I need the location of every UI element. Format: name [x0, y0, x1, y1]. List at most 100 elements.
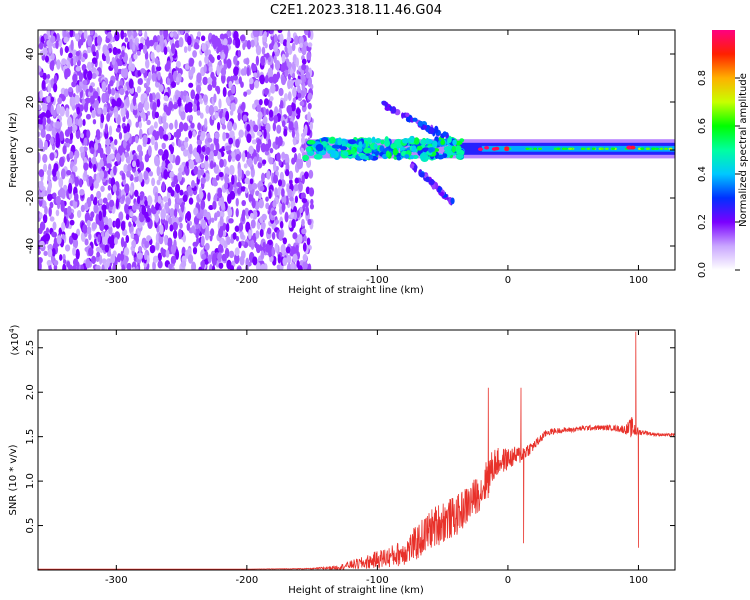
heatmap-cell: [274, 187, 278, 197]
heatmap-cell: [55, 40, 59, 49]
heatmap-cell: [162, 115, 166, 124]
heatmap-cell: [244, 177, 250, 185]
heatmap-cell: [56, 235, 62, 245]
heatmap-cell: [267, 56, 272, 63]
heatmap-cell: [179, 189, 184, 196]
heatmap-cell: [158, 84, 164, 93]
heatmap-cell: [208, 54, 214, 61]
heatmap-cell: [204, 172, 210, 182]
heatmap-cell: [49, 152, 55, 161]
heatmap-cell: [47, 174, 51, 183]
y-tick-label: 1.0: [25, 473, 36, 489]
heatmap-cell: [288, 121, 294, 131]
heatmap-cell: [74, 176, 80, 187]
heatmap-cell: [205, 104, 210, 114]
heatmap-cell: [123, 32, 127, 38]
heatmap-cell: [48, 265, 53, 270]
heatmap-cell: [39, 50, 45, 56]
heatmap-cell: [146, 235, 152, 241]
heatmap-cell: [242, 42, 246, 51]
heatmap-cell: [207, 77, 213, 85]
heatmap-cell: [167, 197, 172, 207]
heatmap-cell: [256, 142, 261, 153]
heatmap-cell: [69, 132, 74, 141]
heatmap-cell: [251, 139, 258, 145]
heatmap-cell: [209, 263, 213, 270]
heatmap-cell: [231, 151, 236, 158]
heatmap-cell: [175, 94, 179, 101]
heatmap-cell: [74, 192, 79, 202]
heatmap-cell: [62, 145, 67, 155]
heatmap-cell: [269, 30, 274, 34]
heatmap-cell: [307, 111, 311, 123]
heatmap-cell: [300, 192, 306, 200]
heatmap-cell: [59, 130, 64, 142]
heatmap-cell: [66, 261, 71, 268]
heatmap-cell: [252, 256, 258, 266]
heatmap-cell: [295, 244, 299, 254]
heatmap-cell: [275, 136, 279, 145]
heatmap-cell: [297, 79, 302, 85]
heatmap-cell: [272, 161, 277, 173]
heatmap-cell: [44, 140, 48, 151]
heatmap-cell: [107, 185, 112, 191]
heatmap-cell: [269, 95, 274, 102]
heatmap-cell: [230, 238, 235, 244]
heatmap-cell: [173, 131, 178, 138]
heatmap-cell: [111, 56, 116, 66]
heatmap-cell: [223, 45, 229, 56]
heatmap-cell: [200, 130, 206, 139]
heatmap-cell: [216, 64, 221, 76]
heatmap-cell: [218, 171, 224, 178]
heatmap-cell: [154, 155, 160, 167]
heatmap-cell: [327, 149, 336, 155]
heatmap-cell: [86, 226, 92, 235]
heatmap-cell: [313, 153, 323, 160]
heatmap-cell: [72, 246, 77, 257]
heatmap-cell: [175, 60, 181, 68]
heatmap-cell: [289, 78, 294, 89]
heatmap-cell: [38, 249, 41, 256]
spectrogram-xlabel: Height of straight line (km): [288, 285, 424, 296]
heatmap-cell: [309, 203, 315, 210]
heatmap-cell: [236, 266, 241, 270]
heatmap-cell: [86, 129, 91, 139]
heatmap-cell: [287, 73, 292, 81]
heatmap-cell: [150, 135, 155, 146]
heatmap-cell: [82, 224, 88, 234]
heatmap-cell: [66, 169, 72, 176]
heatmap-cell: [39, 89, 43, 100]
heatmap-cell: [134, 175, 140, 183]
heatmap-cell: [172, 221, 178, 231]
heatmap-cell: [146, 195, 153, 206]
heatmap-cell: [258, 156, 263, 163]
heatmap-cell: [224, 173, 229, 184]
heatmap-cell: [164, 63, 170, 72]
heatmap-cell: [48, 206, 52, 217]
heatmap-cell: [580, 147, 585, 150]
heatmap-cell: [208, 104, 215, 116]
heatmap-cell: [43, 163, 48, 173]
heatmap-cell: [309, 121, 313, 131]
heatmap-cell: [296, 260, 300, 269]
heatmap-cell: [216, 86, 221, 95]
heatmap-cell: [38, 152, 41, 164]
heatmap-cell: [131, 215, 138, 222]
heatmap-cell: [126, 170, 132, 178]
heatmap-cell: [214, 111, 219, 119]
snr-plot-area: [38, 330, 675, 570]
heatmap-cell: [122, 138, 127, 149]
y-tick-label: 2.5: [25, 340, 36, 356]
heatmap-cell: [136, 195, 141, 205]
heatmap-cell: [182, 234, 187, 243]
heatmap-cell: [273, 42, 278, 53]
heatmap-cell: [132, 42, 136, 52]
heatmap-cell: [285, 246, 291, 254]
heatmap-cell: [48, 180, 53, 190]
heatmap-cell: [126, 144, 130, 152]
heatmap-cell: [209, 150, 214, 160]
heatmap-cell: [273, 114, 279, 124]
heatmap-cell: [39, 212, 43, 219]
heatmap-cell: [293, 35, 299, 46]
